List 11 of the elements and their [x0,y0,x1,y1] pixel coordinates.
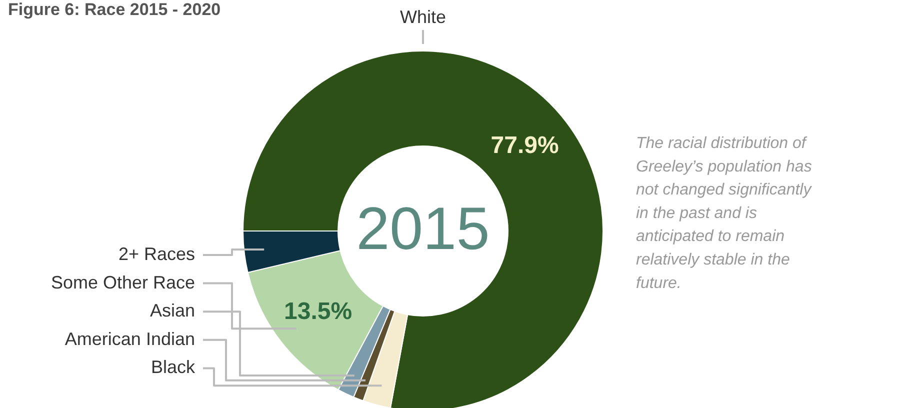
slice-label: 2+ Races [118,244,195,264]
slice-label: Asian [150,300,195,321]
chart-title: Figure 6: Race 2015 - 2020 [8,0,221,19]
data-label: 13.5% [284,298,352,325]
text: 2015 [356,195,490,262]
data-label: 77.9% [490,132,559,160]
slice-label: White [400,7,446,27]
text: The racial distribution of Greeley’s population has not changed significantly in the past and is anticipated to remain relatively stable in the future. [636,135,812,292]
slice-label: Black [150,357,196,378]
slice-label: American Indian [64,328,195,349]
slice-label: Some Other Race [50,272,195,292]
